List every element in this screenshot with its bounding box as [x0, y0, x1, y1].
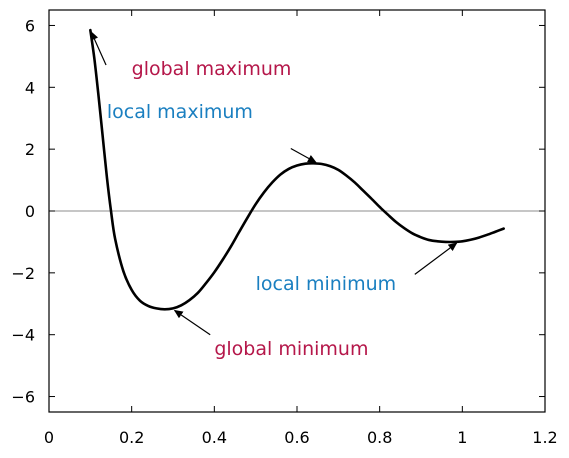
- x-tick-label: 0: [44, 428, 54, 447]
- global-maximum-label: global maximum: [132, 58, 292, 80]
- x-tick-label: 1.2: [532, 428, 557, 447]
- x-tick-label: 1: [457, 428, 467, 447]
- function-curve: [89, 28, 505, 311]
- global-minimum-label: global minimum: [214, 338, 368, 360]
- local-minimum-arrow: [414, 242, 458, 275]
- y-tick-label: 0: [25, 202, 35, 221]
- local-maximum-label: local maximum: [107, 101, 253, 123]
- local-maximum-arrow: [290, 148, 317, 163]
- y-tick-label: 4: [25, 78, 35, 97]
- y-tick-label: 2: [25, 140, 35, 159]
- y-tick-label: 6: [25, 16, 35, 35]
- x-tick-label: 0.4: [202, 428, 227, 447]
- global-maximum-arrow: [90, 31, 107, 66]
- global-minimum-arrow: [173, 309, 211, 336]
- y-tick-label: −4: [11, 326, 35, 345]
- plot-frame: [48, 9, 546, 413]
- y-tick-label: −6: [11, 388, 35, 407]
- x-tick-label: 0.2: [119, 428, 144, 447]
- local-minimum-label: local minimum: [256, 273, 396, 295]
- y-tick-label: −2: [11, 264, 35, 283]
- x-tick-label: 0.8: [367, 428, 392, 447]
- x-tick-label: 0.6: [284, 428, 309, 447]
